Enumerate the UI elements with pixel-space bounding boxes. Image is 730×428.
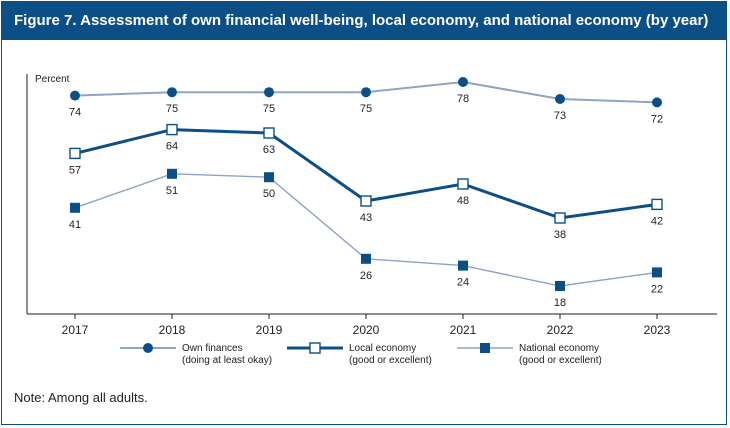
legend-marker-2 <box>309 342 321 354</box>
data-label-s1: 75 <box>360 103 372 115</box>
data-label-s3: 22 <box>651 283 663 295</box>
data-point-s2 <box>69 147 81 160</box>
x-tick-label: 2018 <box>159 323 186 337</box>
data-label-s2: 64 <box>166 141 178 153</box>
data-point-s3 <box>652 267 662 278</box>
data-label-s3: 26 <box>360 270 372 282</box>
data-point-s3 <box>361 253 371 264</box>
data-label-s3: 51 <box>166 185 178 197</box>
data-point-s2 <box>166 123 178 136</box>
data-label-s3: 18 <box>554 297 566 309</box>
data-point-s3 <box>264 172 274 183</box>
data-point-s1 <box>264 87 274 98</box>
data-point-s3 <box>167 168 177 179</box>
data-point-s1 <box>555 94 565 104</box>
figure-title: Figure 7. Assessment of own financial we… <box>2 2 726 40</box>
data-point-s3 <box>70 202 80 213</box>
data-label-s2: 48 <box>457 195 469 207</box>
data-point-s2 <box>457 178 469 190</box>
data-label-s3: 24 <box>457 277 469 289</box>
legend-label-1: Own finances <box>182 343 243 354</box>
data-label-s2: 57 <box>69 164 81 176</box>
data-point-s3 <box>555 281 565 291</box>
data-point-s1 <box>167 87 177 98</box>
data-point-s3 <box>458 260 468 271</box>
legend-label-2: (good or excellent) <box>349 355 432 366</box>
x-tick-label: 2021 <box>450 323 477 337</box>
data-label-s1: 74 <box>69 107 81 119</box>
legend-label-3: (good or excellent) <box>519 355 602 366</box>
data-label-s2: 38 <box>554 229 566 241</box>
data-label-s3: 41 <box>69 219 81 231</box>
legend-marker-1 <box>143 343 153 353</box>
data-label-s1: 78 <box>457 93 469 105</box>
data-point-s2 <box>263 127 275 139</box>
data-label-s2: 43 <box>360 212 372 224</box>
data-label-s1: 72 <box>651 113 663 125</box>
data-label-s1: 73 <box>554 110 566 122</box>
data-point-s1 <box>70 90 80 101</box>
legend-label-1: (doing at least okay) <box>182 355 272 366</box>
data-point-s1 <box>652 97 662 108</box>
x-tick-label: 2019 <box>256 323 283 337</box>
data-point-s2 <box>554 212 566 224</box>
x-tick-label: 2023 <box>644 323 671 337</box>
data-label-s2: 63 <box>263 144 275 156</box>
data-point-s1 <box>458 77 468 87</box>
data-label-s3: 50 <box>263 188 275 200</box>
x-tick-label: 2017 <box>62 323 89 337</box>
data-point-s1 <box>361 87 371 98</box>
x-tick-label: 2020 <box>353 323 380 337</box>
data-point-s2 <box>651 198 663 211</box>
data-label-s2: 42 <box>651 215 663 227</box>
legend-marker-3 <box>480 343 490 353</box>
x-tick-label: 2022 <box>547 323 574 337</box>
figure-note: Note: Among all adults. <box>14 390 148 405</box>
legend-label-2: Local economy <box>349 343 416 354</box>
data-point-s2 <box>360 195 372 207</box>
legend-label-3: National economy <box>519 343 599 354</box>
data-label-s1: 75 <box>263 103 275 115</box>
y-axis-label: Percent <box>35 74 70 85</box>
data-label-s1: 75 <box>166 103 178 115</box>
